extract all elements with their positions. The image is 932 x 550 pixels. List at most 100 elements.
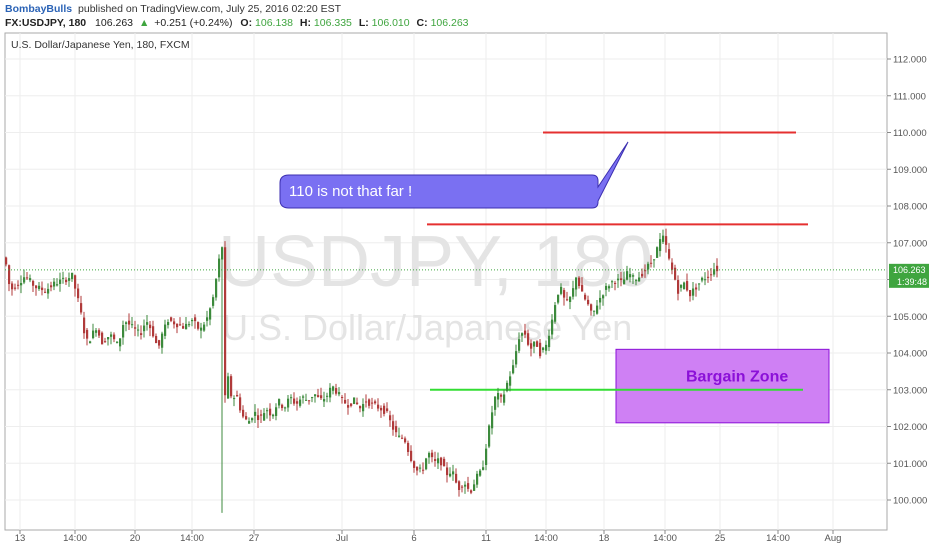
candle-up [68, 278, 71, 281]
candle-up [71, 272, 74, 279]
candle-up [647, 263, 650, 270]
time-tick-label: 14:00 [534, 533, 558, 544]
candle-down [614, 282, 617, 284]
candle-up [89, 341, 92, 344]
candle-down [134, 327, 137, 329]
candle-up [548, 335, 551, 348]
candle-up [266, 410, 269, 412]
candle-up [251, 418, 254, 421]
price-tag-box [889, 263, 929, 288]
candle-down [242, 409, 245, 417]
candle-up [62, 277, 65, 279]
candle-down [236, 395, 239, 397]
candle-down [578, 277, 581, 287]
candlestick-series [5, 228, 719, 513]
time-tick-label: 11 [481, 533, 491, 544]
candle-up [56, 284, 59, 286]
candle-up [254, 411, 257, 416]
candle-down [11, 283, 14, 290]
candle-down [74, 275, 77, 289]
callout-note[interactable]: 110 is not that far ! [279, 141, 629, 209]
close-value: 106.263 [431, 17, 469, 29]
candle-up [272, 414, 275, 417]
candle-up [497, 393, 500, 400]
candle-down [149, 324, 152, 329]
time-tick-label: 6 [411, 533, 416, 544]
change-up-arrow-icon: ▲ [139, 17, 149, 29]
candle-down [176, 323, 179, 328]
candle-down [86, 329, 89, 339]
high-label: H: [300, 17, 311, 29]
candle-up [398, 435, 401, 437]
candle-up [653, 259, 656, 261]
candle-up [353, 397, 356, 404]
candle-down [179, 324, 182, 326]
candle-up [209, 308, 212, 320]
candle-down [344, 399, 347, 404]
candle-down [644, 270, 647, 272]
candle-down [80, 303, 83, 313]
plot-area[interactable] [4, 32, 888, 531]
candle-down [707, 276, 710, 278]
bargain-zone-box[interactable] [615, 348, 830, 424]
time-tick-label: 27 [249, 533, 260, 544]
candle-up [59, 279, 62, 284]
candle-down [317, 395, 320, 397]
candle-down [308, 400, 311, 402]
candle-up [125, 322, 128, 325]
high-value: 106.335 [314, 17, 352, 29]
candle-down [590, 304, 593, 311]
candle-down [296, 401, 299, 404]
price-tick-label: 102.000 [893, 422, 927, 433]
candle-down [689, 290, 692, 297]
candle-up [632, 275, 635, 277]
candle-down [245, 416, 248, 420]
candle-up [137, 329, 140, 331]
time-axis[interactable]: 13 14:00 20 14:00 27 Jul 6 11 14:00 18 14:00 25 14:0… [15, 530, 842, 544]
candle-down [527, 333, 530, 345]
close-label: C: [417, 17, 428, 29]
open-value: 106.138 [255, 17, 293, 29]
candle-down [239, 397, 242, 411]
candle-down [152, 326, 155, 337]
candle-up [629, 274, 632, 278]
low-label: L: [359, 17, 369, 29]
candle-down [377, 404, 380, 409]
candle-up [263, 413, 266, 421]
candle-up [491, 412, 494, 429]
candle-down [182, 326, 185, 329]
candle-up [506, 382, 509, 392]
candle-down [401, 437, 404, 439]
candle-up [275, 407, 278, 416]
candle-down [563, 290, 566, 298]
candle-up [221, 247, 224, 260]
candle-down [434, 459, 437, 461]
candle-down [269, 408, 272, 416]
symbol-interval[interactable]: FX:USDJPY, 180 [5, 17, 86, 29]
time-tick-label: 18 [599, 533, 610, 544]
price-tick-label: 101.000 [893, 459, 927, 470]
candle-down [365, 401, 368, 403]
candle-down [371, 402, 374, 404]
candle-down [668, 249, 671, 259]
candle-down [524, 330, 527, 335]
candle-down [677, 280, 680, 294]
candle-down [695, 287, 698, 290]
price-tick-label: 105.000 [893, 312, 927, 323]
candle-down [407, 442, 410, 452]
candle-down [293, 398, 296, 404]
candle-down [224, 247, 227, 396]
candle-down [32, 281, 35, 286]
candle-up [29, 278, 32, 281]
callout-bubble [279, 141, 629, 209]
candle-down [41, 287, 44, 291]
candle-down [197, 322, 200, 329]
candle-up [521, 333, 524, 336]
author-link[interactable]: BombayBulls [5, 3, 72, 15]
price-tick-label: 111.000 [893, 91, 926, 102]
candle-down [620, 278, 623, 280]
candle-down [26, 277, 29, 279]
candle-down [416, 466, 419, 471]
candle-down [461, 486, 464, 488]
candle-up [167, 322, 170, 326]
